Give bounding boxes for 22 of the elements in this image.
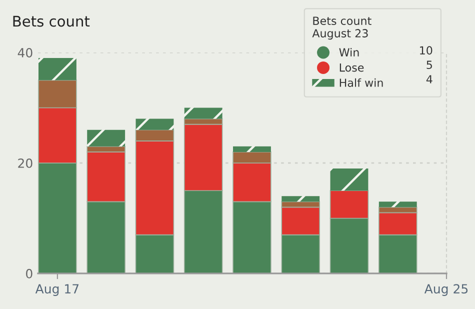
bar <box>87 130 126 146</box>
bar <box>136 118 174 130</box>
y-tick-label: 0 <box>26 268 32 278</box>
chart-title: Bets count <box>13 16 90 27</box>
x-tick-label: Aug 17 <box>35 284 79 296</box>
y-tick-label: 20 <box>18 158 32 168</box>
x-tick-label: Aug 25 <box>424 284 468 296</box>
bar <box>38 58 76 80</box>
annotation: 4 <box>426 75 432 84</box>
legend-title: Bets count <box>313 16 372 26</box>
bar <box>233 146 271 152</box>
annotation: 5 <box>426 60 432 70</box>
legend-label: Lose <box>340 63 364 72</box>
bar <box>184 108 222 119</box>
y-tick-label: 40 <box>18 48 32 58</box>
text: August 23 <box>312 29 368 40</box>
legend-label: Win <box>339 48 359 56</box>
bar <box>378 202 417 208</box>
bar <box>330 168 368 191</box>
bar <box>282 196 320 202</box>
legend-label: Half win <box>340 78 383 87</box>
annotation: 10 <box>420 46 432 55</box>
